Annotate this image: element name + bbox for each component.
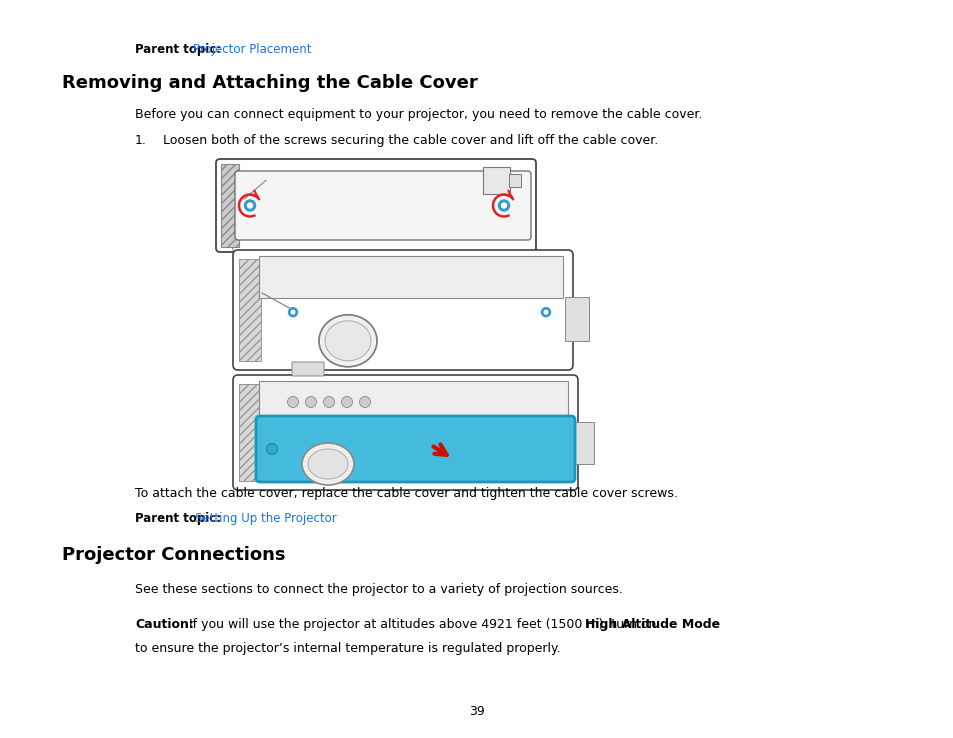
Circle shape (247, 203, 253, 208)
Circle shape (498, 200, 509, 211)
Bar (239, 384, 261, 481)
FancyBboxPatch shape (215, 159, 536, 252)
Bar (239, 259, 261, 361)
Text: 1.: 1. (135, 134, 147, 147)
Circle shape (244, 200, 255, 211)
Text: To attach the cable cover, replace the cable cover and tighten the cable cover s: To attach the cable cover, replace the c… (135, 487, 678, 500)
FancyBboxPatch shape (508, 173, 520, 187)
Circle shape (501, 203, 506, 208)
Text: High Altitude Mode: High Altitude Mode (584, 618, 720, 631)
Text: Projector Placement: Projector Placement (193, 43, 312, 56)
Circle shape (291, 311, 294, 314)
Circle shape (541, 308, 550, 317)
FancyBboxPatch shape (258, 381, 567, 419)
Circle shape (323, 396, 335, 407)
Bar (221, 164, 239, 247)
Circle shape (359, 396, 370, 407)
Circle shape (543, 311, 547, 314)
Text: Parent topic:: Parent topic: (135, 43, 225, 56)
FancyBboxPatch shape (233, 250, 573, 370)
Text: Removing and Attaching the Cable Cover: Removing and Attaching the Cable Cover (62, 74, 477, 92)
FancyBboxPatch shape (255, 416, 575, 482)
FancyBboxPatch shape (234, 171, 531, 240)
Ellipse shape (308, 449, 348, 479)
Circle shape (341, 396, 352, 407)
Text: Loosen both of the screws securing the cable cover and lift off the cable cover.: Loosen both of the screws securing the c… (163, 134, 658, 147)
Circle shape (288, 308, 297, 317)
Ellipse shape (325, 321, 371, 361)
Text: See these sections to connect the projector to a variety of projection sources.: See these sections to connect the projec… (135, 583, 622, 596)
FancyBboxPatch shape (292, 362, 324, 376)
Ellipse shape (318, 315, 376, 367)
Circle shape (287, 396, 298, 407)
Text: Projector Connections: Projector Connections (62, 546, 285, 564)
FancyBboxPatch shape (258, 256, 562, 298)
Text: Setting Up the Projector: Setting Up the Projector (194, 512, 336, 525)
Text: to ensure the projector’s internal temperature is regulated properly.: to ensure the projector’s internal tempe… (135, 642, 560, 655)
Text: Caution:: Caution: (135, 618, 193, 631)
Text: If you will use the projector at altitudes above 4921 feet (1500 m), turn on: If you will use the projector at altitud… (185, 618, 659, 631)
FancyBboxPatch shape (482, 167, 510, 194)
FancyBboxPatch shape (233, 375, 578, 490)
Ellipse shape (302, 443, 354, 485)
Text: Before you can connect equipment to your projector, you need to remove the cable: Before you can connect equipment to your… (135, 108, 701, 121)
Circle shape (266, 444, 277, 455)
Circle shape (305, 396, 316, 407)
FancyBboxPatch shape (569, 422, 594, 464)
Text: Parent topic:: Parent topic: (135, 512, 225, 525)
FancyBboxPatch shape (564, 297, 588, 341)
Text: 39: 39 (469, 705, 484, 718)
